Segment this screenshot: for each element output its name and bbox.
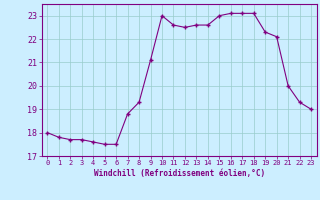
X-axis label: Windchill (Refroidissement éolien,°C): Windchill (Refroidissement éolien,°C) — [94, 169, 265, 178]
